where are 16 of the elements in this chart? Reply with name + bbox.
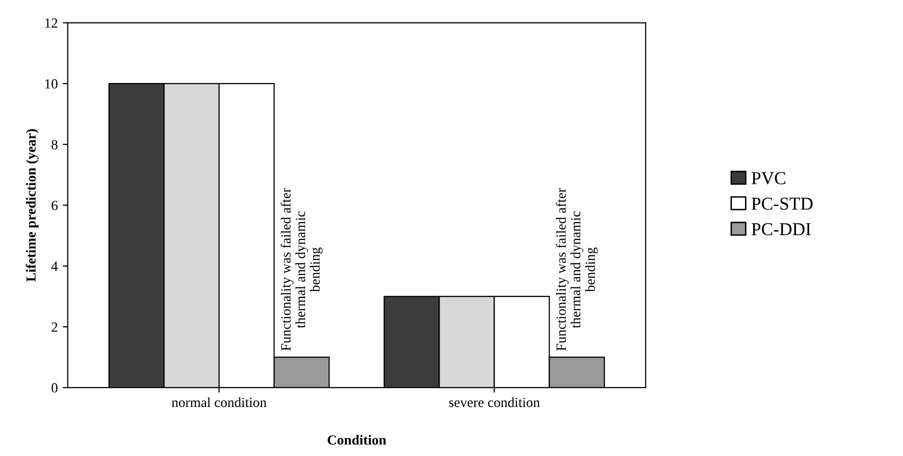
y-axis-title: Lifetime prediction (year) <box>26 129 39 282</box>
y-tick-label: 12 <box>45 18 58 28</box>
y-tick-label: 0 <box>52 383 58 393</box>
y-tick-label: 2 <box>52 322 58 332</box>
y-tick-label: 6 <box>52 200 58 210</box>
annotation: Functionality was failed after thermal and dynamic bending <box>556 188 598 351</box>
legend-label: PVC <box>752 172 786 184</box>
x-tick-label: normal condition <box>172 397 267 408</box>
legend-label: PC-DDI <box>752 223 811 236</box>
legend-label: PC-STD <box>752 198 813 210</box>
y-tick-label: 10 <box>45 79 58 89</box>
y-tick-label: 8 <box>52 140 58 150</box>
x-axis-title: Condition <box>328 434 386 445</box>
annotation: Functionality was failed after thermal and dynamic bending <box>280 188 323 351</box>
x-tick-label: severe condition <box>449 397 540 408</box>
y-tick-label: 4 <box>51 262 58 271</box>
